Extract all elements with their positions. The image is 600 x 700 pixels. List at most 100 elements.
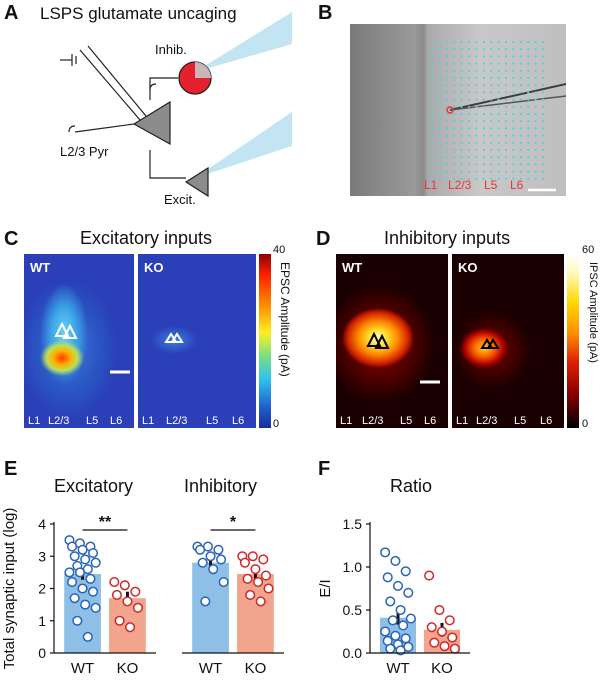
heatmap-c-wt: WT L1 L2/3 L5 L6 [24,254,134,428]
x-tick-label-e-inhib-wt: WT [199,660,222,677]
data-point-f-ratio-wt [400,633,411,644]
data-point-e-excit-wt [72,615,83,626]
data-point-f-ratio-ko [449,643,460,654]
y-tick-label-e-excit: 4 [38,516,46,532]
panel-letter-f: F [318,458,331,480]
data-point-f-ratio-wt [390,630,401,641]
panel-e-excit-title: Excitatory [54,476,134,496]
data-point-f-ratio-wt [390,555,401,567]
slice-image: L1 L2/3 L5 L6 [350,24,566,196]
colorbar-d-min: 0 [582,418,589,430]
data-point-e-excit-wt [67,541,78,552]
d-wt-l6: L6 [424,415,437,427]
data-point-f-ratio-ko [426,622,437,633]
y-tick-label-f-ratio: 1.0 [343,559,363,575]
x-tick-label-f-ratio-ko: KO [431,660,453,677]
colorbar-c [259,254,271,428]
y-tick-label-f-ratio: 0.0 [343,645,363,661]
panel-e-inhib-title: Inhibitory [184,476,258,496]
data-point-f-ratio-wt [392,580,404,591]
c-wt-l5: L5 [86,415,99,427]
data-point-e-excit-wt [82,631,93,642]
data-point-e-inhib-ko [245,589,256,601]
c-ko-l23: L2/3 [166,415,188,427]
data-point-e-excit-wt [85,541,96,552]
y-axis-label-f-ratio: E/I [317,579,334,597]
panel-letter-b: B [318,2,333,24]
data-point-e-inhib-ko [250,564,261,575]
data-point-e-inhib-ko [247,551,258,562]
recorded-cell-marker [446,106,454,114]
heatmap-c-ko: KO L1 L2/3 L5 L6 [138,254,256,428]
d-wt-l5: L5 [400,415,413,427]
y-tick-label-f-ratio: 0.5 [343,602,363,618]
data-point-e-excit-wt [90,557,101,568]
data-point-e-inhib-wt [200,596,211,607]
colorbar-c-min: 0 [273,418,280,430]
data-point-f-ratio-wt [398,620,409,631]
data-point-e-excit-wt [74,567,85,578]
heatmap-d-wt-label: WT [342,260,363,275]
stimulation-grid [430,40,545,180]
d-wt-l23: L2/3 [362,415,384,427]
data-point-e-inhib-wt [218,577,229,588]
panel-letter-a: A [4,2,19,24]
data-point-e-excit-wt [77,544,88,555]
data-point-e-excit-wt [69,593,80,604]
data-point-e-excit-wt [69,551,80,562]
data-point-f-ratio-wt [382,635,393,647]
c-ko-l5: L5 [206,415,219,427]
data-point-e-inhib-ko [242,573,253,584]
data-point-e-excit-ko [114,615,125,626]
data-point-f-ratio-wt [380,626,391,637]
data-point-f-ratio-ko [447,632,458,643]
data-point-f-ratio-wt [395,645,406,656]
panel-c-title: Excitatory inputs [80,228,213,248]
colorbar-d-title: IPSC Amplitude (pA) [587,262,599,363]
data-point-f-ratio-ko [434,604,445,616]
data-point-f-ratio-wt [382,572,393,583]
data-point-f-ratio-wt [385,596,396,607]
data-point-e-excit-wt [64,567,75,578]
data-point-e-excit-wt [72,560,83,571]
data-point-f-ratio-wt [403,587,414,598]
data-point-e-excit-ko [119,580,130,591]
heatmap-c-wt-label: WT [30,260,51,275]
data-point-e-excit-wt [80,554,91,565]
bar-f-ratio-ko [424,629,460,653]
y-tick-label-e-excit: 1 [38,613,46,629]
data-point-e-inhib-ko [258,554,269,565]
data-point-f-ratio-wt [395,604,406,616]
c-ko-l1: L1 [142,415,155,427]
b-layer-l1: L1 [424,178,438,192]
data-point-e-excit-wt [80,599,91,610]
bar-e-inhib-ko [237,573,274,653]
inhib-label: Inhib. [155,42,187,57]
y-tick-label-f-ratio: 1.5 [343,516,363,532]
bar-e-excit-wt [64,573,101,653]
b-layer-l5: L5 [484,178,498,192]
data-point-e-inhib-ko [255,596,266,607]
data-point-e-inhib-ko [263,583,274,594]
d-ko-l5: L5 [514,415,527,427]
bar-e-inhib-wt [192,562,229,653]
data-point-e-inhib-wt [208,564,219,575]
c-ko-l6: L6 [232,415,245,427]
panel-letter-c: C [4,228,19,250]
colorbar-d [567,254,579,428]
data-point-e-inhib-wt [195,544,206,555]
data-point-e-excit-ko [132,602,143,613]
heatmap-d-ko-label: KO [458,260,478,275]
data-point-f-ratio-ko [429,637,440,648]
data-point-e-excit-ko [111,589,122,601]
data-point-e-excit-wt [90,602,101,613]
bar-f-ratio-wt [380,617,416,653]
schematic-diagram [60,12,292,198]
data-point-e-excit-wt [64,535,75,546]
data-point-e-inhib-wt [213,544,224,555]
excit-label: Excit. [164,192,196,207]
c-wt-l1: L1 [28,415,41,427]
data-point-f-ratio-wt [400,566,411,577]
data-point-e-excit-wt [77,583,88,594]
x-tick-label-e-excit-ko: KO [117,660,139,677]
